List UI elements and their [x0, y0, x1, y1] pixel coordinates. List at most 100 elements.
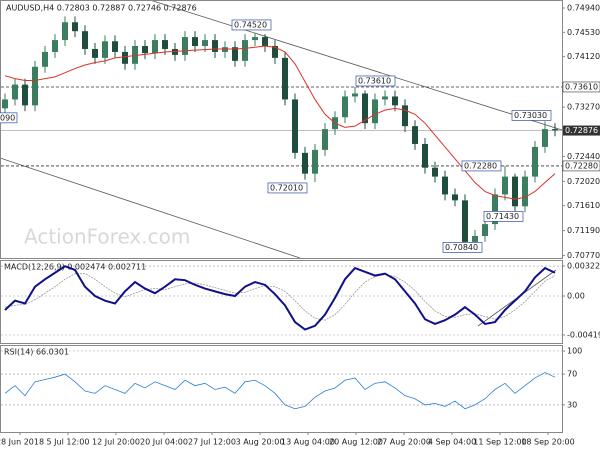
annotation-box: [483, 211, 524, 222]
candle-body: [82, 31, 88, 49]
candle-body: [342, 96, 348, 118]
candle-body: [322, 129, 328, 150]
annotation-label: 0.73610: [358, 76, 391, 85]
candle-body: [402, 105, 408, 127]
candle-body: [492, 194, 498, 225]
annotation-box: [355, 75, 396, 87]
trend-line: [0, 157, 301, 259]
candle-body: [272, 46, 278, 58]
price-panel: [0, 0, 563, 259]
candle-body: [102, 41, 108, 58]
candle-body: [252, 37, 258, 41]
candle-body: [392, 96, 398, 106]
y-tick-label: 70: [567, 370, 577, 379]
level-label-box: [562, 160, 600, 172]
candle-body: [472, 235, 478, 242]
trend-line: [149, 0, 563, 131]
y-tick-label: 0.74530: [567, 28, 600, 37]
candle-body: [52, 40, 58, 52]
candle-body: [412, 126, 418, 144]
candle-body: [452, 194, 458, 201]
candle-body: [202, 40, 208, 47]
y-tick-label: 0.73270: [567, 103, 600, 112]
x-tick-label: 27 Aug 20:00: [377, 438, 431, 447]
annotation-box: [461, 160, 502, 172]
candle-body: [542, 129, 548, 147]
candle-body: [212, 40, 218, 52]
candle-body: [232, 47, 238, 61]
rsi-panel: [0, 345, 563, 433]
x-tick-label: 3 Aug 20:00: [236, 438, 285, 447]
y-tick-label: 0.71610: [567, 201, 600, 210]
x-tick-label: 5 Jul 12:00: [47, 438, 90, 447]
annotation-box: [267, 182, 308, 194]
candle-body: [552, 129, 558, 131]
x-tick-label: 18 Sep 20:00: [521, 438, 574, 447]
candle-body: [242, 40, 248, 61]
x-tick-label: 4 Sep 04:00: [428, 438, 476, 447]
candle-body: [482, 224, 488, 236]
candle-body: [372, 99, 378, 124]
x-tick-label: 12 Jul 20:00: [92, 438, 140, 447]
y-tick-label: 0.74120: [567, 52, 600, 61]
y-tick-label: 0.74940: [567, 4, 600, 13]
candle-body: [222, 47, 228, 52]
annotation-label: 0.72280: [464, 161, 497, 170]
annotation-label: 0.73030: [514, 111, 547, 120]
y-tick-label: -0.004191: [567, 331, 600, 340]
x-tick-label: 11 Sep 12:00: [473, 438, 526, 447]
chart-title: AUDUSD,H4 0.72803 0.72887 0.72746 0.7287…: [6, 4, 197, 13]
annotation-box: [442, 242, 483, 253]
annotation-box: [0, 112, 18, 124]
candle-body: [72, 22, 78, 32]
candle-body: [42, 51, 48, 67]
x-tick-label: 27 Jul 12:00: [188, 438, 236, 447]
annotation-box: [231, 19, 272, 31]
candle-body: [312, 149, 318, 174]
candle-body: [192, 37, 198, 47]
watermark: ActionForex.com: [24, 225, 190, 249]
candle-body: [442, 176, 448, 195]
y-tick-label: 0.72020: [567, 177, 600, 186]
macd-panel: [0, 260, 563, 344]
macd-signal: [4, 273, 556, 321]
candle-body: [262, 37, 268, 47]
candle-body: [502, 176, 508, 195]
y-tick-label: 0.71190: [567, 226, 600, 235]
candle-body: [522, 176, 528, 207]
level-label-box: [562, 81, 600, 93]
candle-body: [162, 40, 168, 49]
macd-line: [4, 265, 556, 331]
candle-body: [92, 48, 98, 58]
candle-body: [22, 84, 28, 106]
x-tick-label: 28 Jun 2018: [0, 438, 44, 447]
current-price-label: 0.72876: [565, 126, 598, 135]
y-tick-label: 0.00: [567, 292, 585, 301]
candle-body: [132, 46, 138, 64]
candle-body: [422, 143, 428, 168]
candle-body: [462, 200, 468, 242]
candle-body: [122, 51, 128, 64]
y-tick-label: 0.70770: [567, 251, 600, 260]
candle-body: [182, 37, 188, 55]
candle-body: [172, 48, 178, 55]
x-tick-label: 20 Jul 04:00: [140, 438, 188, 447]
y-tick-label: 0.72440: [567, 152, 600, 161]
annotation-box: [511, 110, 552, 121]
annotation-label: 0.72010: [270, 183, 303, 192]
candle-body: [62, 22, 68, 41]
candle-body: [362, 93, 368, 124]
current-price-box: [563, 125, 600, 136]
candle-body: [532, 146, 538, 177]
macd-title: MACD(12,26,9) 0.002474 0.002711: [4, 263, 146, 272]
candle-body: [382, 96, 388, 100]
rsi-title: RSI(14) 66.0301: [4, 348, 69, 357]
annotation-label: 0.74520: [234, 20, 267, 29]
candle-body: [512, 176, 518, 207]
candle-body: [302, 152, 308, 174]
y-tick-label: 0.003223: [567, 262, 600, 271]
y-tick-label: 100: [567, 347, 582, 356]
candle-body: [152, 40, 158, 54]
